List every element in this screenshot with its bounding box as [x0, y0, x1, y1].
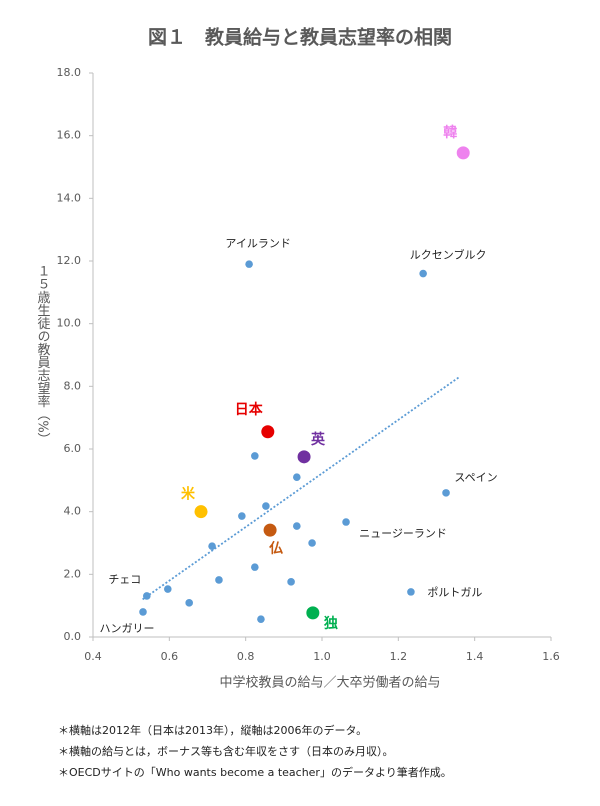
point-label: 日本 [235, 401, 264, 418]
chart-title: 図１ 教員給与と教員志望率の相関 [148, 26, 452, 49]
point [419, 269, 427, 278]
y-axis-label: １５歳生徒の教員志望率（%） [35, 264, 51, 445]
highlight-point [306, 606, 320, 620]
y-tick-label: 4.0 [64, 505, 82, 518]
point [257, 615, 265, 623]
point [262, 502, 270, 510]
trendline [142, 376, 460, 601]
point-label: スペイン [454, 471, 497, 484]
x-tick-label: 1.4 [466, 650, 484, 663]
point [245, 260, 253, 268]
x-tick-label: 0.4 [84, 650, 102, 663]
note: ＊OECDサイトの「Who wants become a teacher」のデー… [58, 765, 452, 779]
y-tick-label: 14.0 [57, 191, 82, 204]
point-label: ハンガリー [99, 622, 154, 635]
point [287, 578, 295, 586]
note: ＊横軸の給与とは，ボーナス等も含む年収をさす（日本のみ月収）。 [58, 744, 394, 758]
point [139, 608, 147, 616]
point-label: アイルランド [225, 237, 290, 250]
point-label: チェコ [108, 573, 141, 586]
point [342, 518, 350, 526]
point-label: 英 [310, 431, 326, 448]
point [407, 588, 415, 596]
y-tick-label: 8.0 [64, 379, 82, 392]
y-tick-label: 6.0 [64, 442, 82, 455]
point [238, 512, 246, 520]
point-label: 韓 [443, 124, 457, 141]
point [215, 576, 223, 584]
highlight-point [297, 450, 311, 464]
x-tick-label: 0.8 [237, 650, 255, 663]
point [308, 539, 316, 547]
point [442, 489, 450, 497]
x-tick-label: 0.6 [161, 650, 179, 663]
point [293, 473, 301, 482]
y-tick-label: 12.0 [57, 254, 82, 267]
x-tick-label: 1.6 [542, 650, 560, 663]
highlight-point [194, 505, 208, 519]
y-tick-label: 10.0 [57, 317, 82, 330]
point [208, 542, 216, 550]
highlight-point [263, 523, 277, 537]
point-label: 米 [181, 486, 196, 503]
point-label: 独 [324, 615, 338, 632]
point [164, 585, 172, 593]
point [293, 522, 301, 530]
point [185, 599, 193, 607]
point-label: ポルトガル [427, 586, 482, 599]
point [251, 563, 259, 571]
y-tick-label: 2.0 [64, 567, 82, 580]
point-label: ルクセンブルク [410, 248, 487, 262]
highlight-point [261, 425, 275, 439]
x-tick-label: 1.2 [390, 650, 408, 663]
y-tick-label: 16.0 [57, 129, 82, 142]
point [143, 592, 151, 600]
highlight-point [456, 146, 470, 160]
point [251, 452, 259, 460]
point-label: 仏 [269, 541, 283, 557]
note: ＊横軸は2012年（日本は2013年），縦軸は2006年のデータ。 [58, 723, 367, 737]
x-axis-label: 中学校教員の給与／大卒労働者の給与 [219, 675, 440, 691]
x-tick-label: 1.0 [313, 650, 331, 663]
y-tick-label: 18.0 [57, 66, 82, 79]
y-tick-label: 0.0 [64, 630, 82, 643]
point-label: ニュージーランド [359, 527, 447, 540]
